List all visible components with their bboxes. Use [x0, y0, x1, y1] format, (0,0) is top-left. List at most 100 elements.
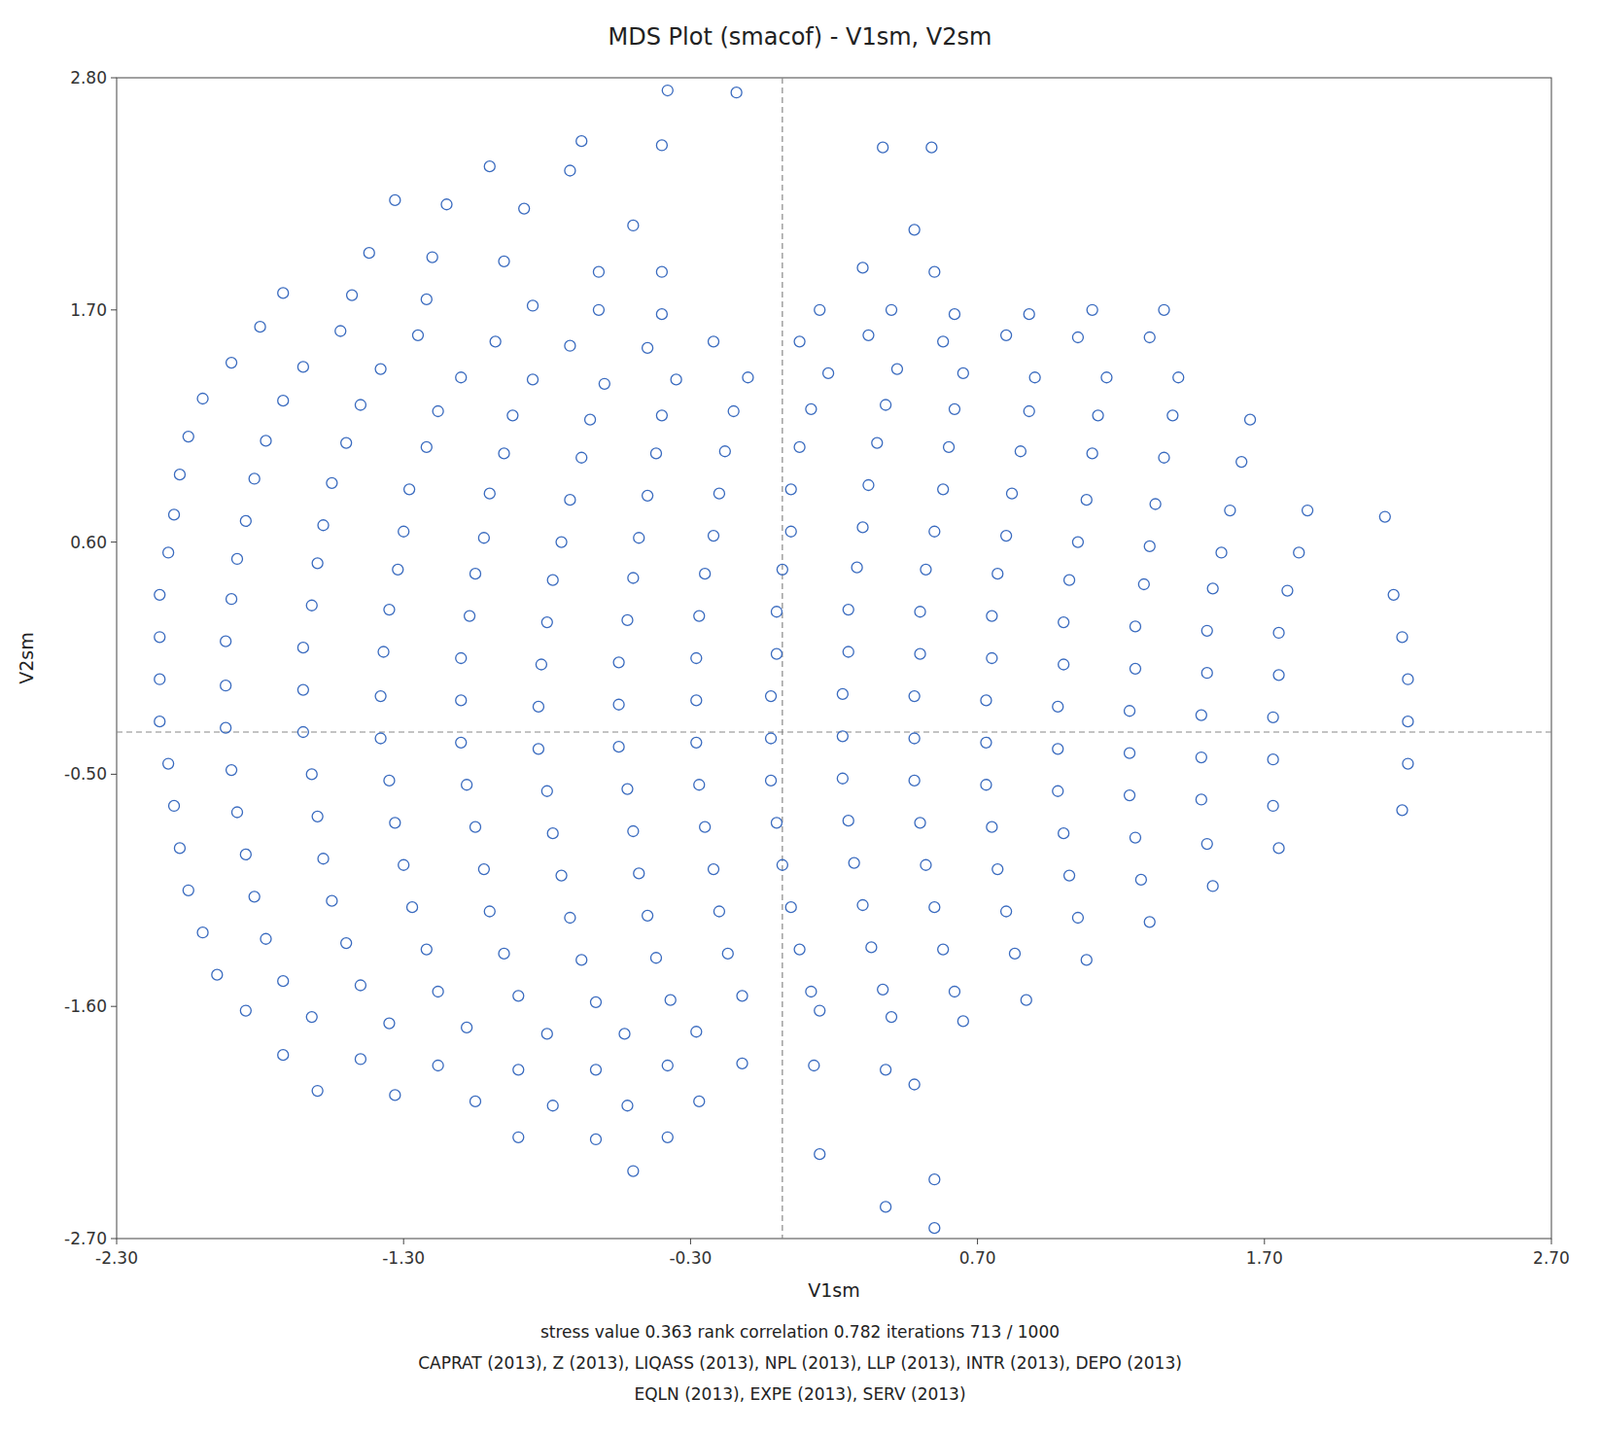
- point: [404, 484, 416, 495]
- point: [1129, 662, 1141, 674]
- point: [1124, 790, 1136, 801]
- point: [814, 304, 826, 315]
- point: [694, 779, 705, 791]
- point: [590, 996, 601, 1008]
- point: [240, 1005, 251, 1016]
- point: [1138, 579, 1149, 591]
- point: [519, 203, 530, 214]
- point: [547, 574, 558, 586]
- x-tick-label: 1.70: [1246, 1248, 1284, 1268]
- point: [389, 817, 401, 829]
- point: [914, 648, 926, 660]
- point: [498, 947, 510, 959]
- point: [354, 399, 366, 411]
- point: [736, 1057, 748, 1069]
- y-tick-label: 2.80: [69, 68, 107, 88]
- point: [470, 568, 482, 580]
- point: [691, 695, 702, 706]
- point: [1273, 669, 1285, 681]
- point: [535, 659, 547, 670]
- point: [354, 979, 366, 991]
- point: [306, 1011, 317, 1023]
- point: [908, 1078, 920, 1090]
- plot-frame: [116, 77, 1552, 1239]
- point: [231, 553, 243, 564]
- point: [513, 1131, 524, 1143]
- point: [484, 161, 495, 173]
- point: [564, 912, 576, 924]
- point: [541, 1028, 553, 1040]
- point: [1201, 625, 1213, 636]
- point: [1167, 410, 1179, 421]
- point: [742, 372, 754, 383]
- point: [590, 1064, 601, 1076]
- point: [398, 859, 410, 870]
- point: [306, 768, 317, 780]
- point: [590, 1133, 601, 1145]
- point: [163, 547, 174, 558]
- point: [407, 902, 418, 913]
- point: [986, 653, 998, 664]
- point: [1144, 332, 1155, 344]
- point: [992, 568, 1004, 580]
- point: [527, 300, 539, 312]
- x-tick-label: 0.70: [959, 1248, 997, 1268]
- x-tick: [690, 1238, 692, 1245]
- point: [169, 800, 180, 811]
- point: [929, 1222, 940, 1234]
- point: [547, 828, 558, 839]
- point: [814, 1005, 826, 1016]
- point: [461, 779, 473, 791]
- point: [808, 1059, 820, 1071]
- point: [1267, 800, 1279, 811]
- point: [240, 848, 251, 860]
- point: [1396, 804, 1408, 816]
- point: [564, 340, 576, 351]
- point: [857, 262, 869, 274]
- x-tick-label: -2.30: [95, 1248, 139, 1268]
- point: [627, 826, 639, 837]
- point: [297, 642, 309, 654]
- x-tick-label: 2.70: [1532, 1248, 1570, 1268]
- point: [398, 525, 410, 537]
- point: [341, 938, 352, 949]
- x-axis-label: V1sm: [807, 1279, 861, 1301]
- point: [986, 821, 998, 833]
- point: [1245, 414, 1256, 425]
- point: [1072, 912, 1083, 924]
- point: [661, 1059, 673, 1071]
- point: [278, 395, 289, 407]
- point: [478, 532, 489, 544]
- point: [556, 536, 567, 548]
- point: [627, 219, 639, 231]
- point: [1216, 547, 1227, 558]
- point: [1402, 673, 1414, 685]
- point: [622, 1100, 633, 1112]
- point: [383, 1017, 395, 1029]
- point: [823, 367, 835, 379]
- point: [378, 646, 389, 658]
- point: [484, 487, 495, 499]
- annotation: CAPRAT (2013), Z (2013), LIQASS (2013), …: [417, 1353, 1183, 1373]
- point: [656, 309, 667, 320]
- point: [661, 1131, 673, 1143]
- point: [489, 336, 501, 348]
- point: [986, 610, 998, 622]
- x-axis: -2.30-1.30-0.300.701.702.70V1sm: [95, 1238, 1570, 1301]
- y-tick-label: -0.50: [64, 764, 107, 784]
- point: [914, 606, 926, 618]
- point: [891, 363, 903, 375]
- point: [627, 572, 639, 584]
- point: [306, 599, 317, 611]
- point: [1144, 540, 1155, 552]
- point: [1008, 947, 1020, 959]
- point: [670, 374, 682, 385]
- point: [770, 817, 782, 829]
- point: [1201, 667, 1213, 679]
- point: [1101, 372, 1113, 383]
- point: [794, 943, 805, 955]
- point: [347, 289, 358, 301]
- point: [312, 1085, 323, 1097]
- point: [383, 774, 395, 786]
- point: [220, 680, 232, 692]
